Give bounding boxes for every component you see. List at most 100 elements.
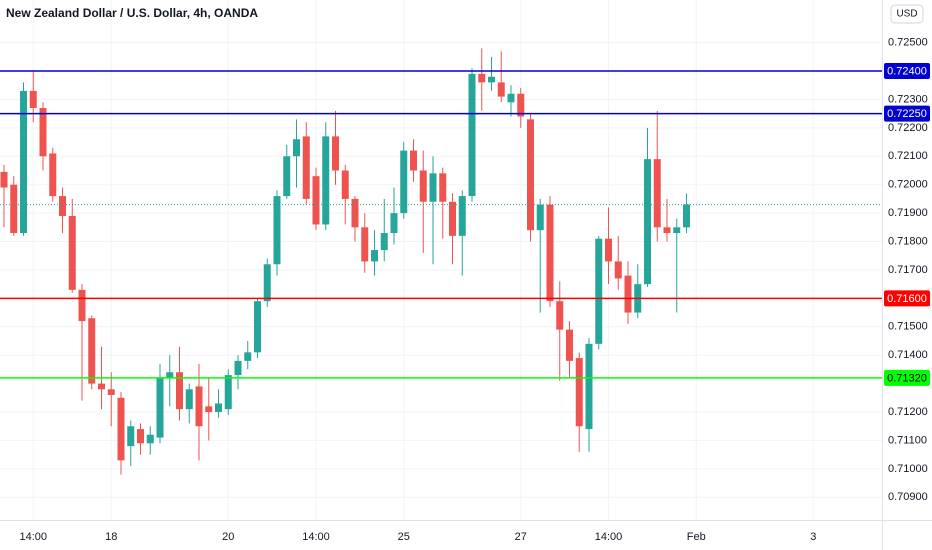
candle-body: [644, 159, 651, 285]
y-tick-label: 0.70900: [888, 491, 928, 503]
candle-body: [0, 171, 8, 188]
candle-body: [59, 196, 66, 216]
y-tick-label: 0.71000: [888, 463, 928, 475]
candle-body: [605, 238, 612, 262]
candle-body: [663, 227, 671, 234]
chart-title: New Zealand Dollar / U.S. Dollar, 4h, OA…: [6, 6, 258, 20]
candle-body: [390, 213, 398, 234]
axis: 0.70900 0.71000 0.71100 0.71200 0.71400 0.715…: [19, 37, 930, 543]
candle-body: [614, 261, 622, 279]
candle-body: [546, 204, 554, 302]
candle-body: [293, 139, 300, 157]
candle-body: [137, 429, 144, 444]
candle-body: [322, 136, 330, 225]
candle-body: [410, 150, 417, 171]
y-tick-label: 0.71700: [888, 264, 928, 276]
candle-body: [254, 301, 261, 353]
x-tick-label: 3: [810, 531, 816, 543]
candle-body: [283, 156, 291, 197]
y-tick-label: 0.71800: [888, 235, 928, 247]
candle-body: [595, 238, 603, 344]
grid: [0, 0, 882, 520]
candle-body: [341, 170, 349, 199]
candle-body: [585, 343, 593, 430]
y-tick-label: 0.71500: [888, 321, 928, 333]
candle-body: [146, 434, 154, 444]
candle-body: [127, 426, 135, 447]
y-tick-label: 0.71900: [888, 207, 928, 219]
candle-body: [107, 389, 115, 395]
candle-body: [449, 201, 456, 236]
candle-body: [10, 184, 18, 234]
candle-body: [234, 360, 242, 376]
y-tick-label: 0.71200: [888, 406, 928, 418]
price-label-box: [884, 105, 930, 122]
candle-body: [224, 375, 232, 410]
candle-body: [497, 82, 505, 97]
candle-body: [244, 352, 252, 361]
candle-body: [400, 150, 408, 214]
y-tick-label: 0.72000: [888, 179, 928, 191]
candle-body: [351, 198, 359, 228]
candle-body: [49, 153, 57, 197]
candle-body: [166, 372, 174, 378]
x-tick-label: 14:00: [595, 531, 623, 543]
candle-body: [185, 389, 193, 410]
x-tick-label: Feb: [687, 531, 706, 543]
price-label: 0.72400: [887, 65, 927, 77]
y-tick-label: 0.72300: [888, 93, 928, 105]
y-tick-label: 0.72500: [888, 37, 928, 49]
plot: [0, 48, 882, 475]
candle-body: [332, 136, 339, 171]
x-tick-label: 18: [105, 531, 117, 543]
candle-body: [195, 386, 203, 427]
candle-body: [556, 301, 564, 330]
candle-body: [312, 176, 320, 225]
price-label: 0.72250: [887, 108, 927, 120]
candle-body: [361, 227, 369, 262]
currency-button[interactable]: [890, 4, 924, 24]
candle-body: [429, 173, 437, 202]
candle-body: [176, 372, 183, 410]
candle-body: [653, 159, 661, 228]
candle-body: [371, 250, 378, 262]
x-tick-label: 14:00: [302, 531, 330, 543]
candle-body: [20, 90, 27, 234]
candle-body: [117, 397, 125, 461]
candle-body: [673, 227, 681, 234]
candle-body: [88, 318, 96, 384]
candle-body: [527, 119, 534, 231]
x-tick-label: 20: [222, 531, 234, 543]
x-tick-label: 27: [515, 531, 527, 543]
x-tick-label: 14:00: [19, 531, 47, 543]
candle-body: [302, 136, 310, 199]
price-label: 0.71320: [887, 372, 927, 384]
candle-body: [575, 358, 583, 427]
candle-body: [507, 93, 515, 103]
candle-body: [624, 275, 632, 313]
price-label-box: [884, 63, 930, 80]
candle-body: [78, 289, 86, 322]
candle-body: [39, 107, 47, 157]
candle-body: [439, 173, 447, 202]
currency-label[interactable]: USD: [896, 9, 917, 20]
candle-body: [419, 170, 427, 202]
candle-body: [273, 196, 281, 265]
candle-body: [98, 383, 105, 390]
price-label-box: [884, 290, 930, 307]
candle-body: [566, 329, 573, 361]
candle-body: [478, 73, 486, 83]
price-label: 0.71600: [887, 293, 927, 305]
y-tick-label: 0.71100: [888, 434, 927, 446]
x-tick-label: 25: [398, 531, 410, 543]
candle-body: [215, 403, 222, 413]
candle-body: [458, 196, 466, 236]
candle-body: [156, 377, 164, 438]
y-tick-label: 0.72200: [888, 122, 928, 134]
price-label-box: [884, 369, 930, 386]
candle-body: [536, 204, 544, 231]
candle-body: [205, 406, 213, 413]
